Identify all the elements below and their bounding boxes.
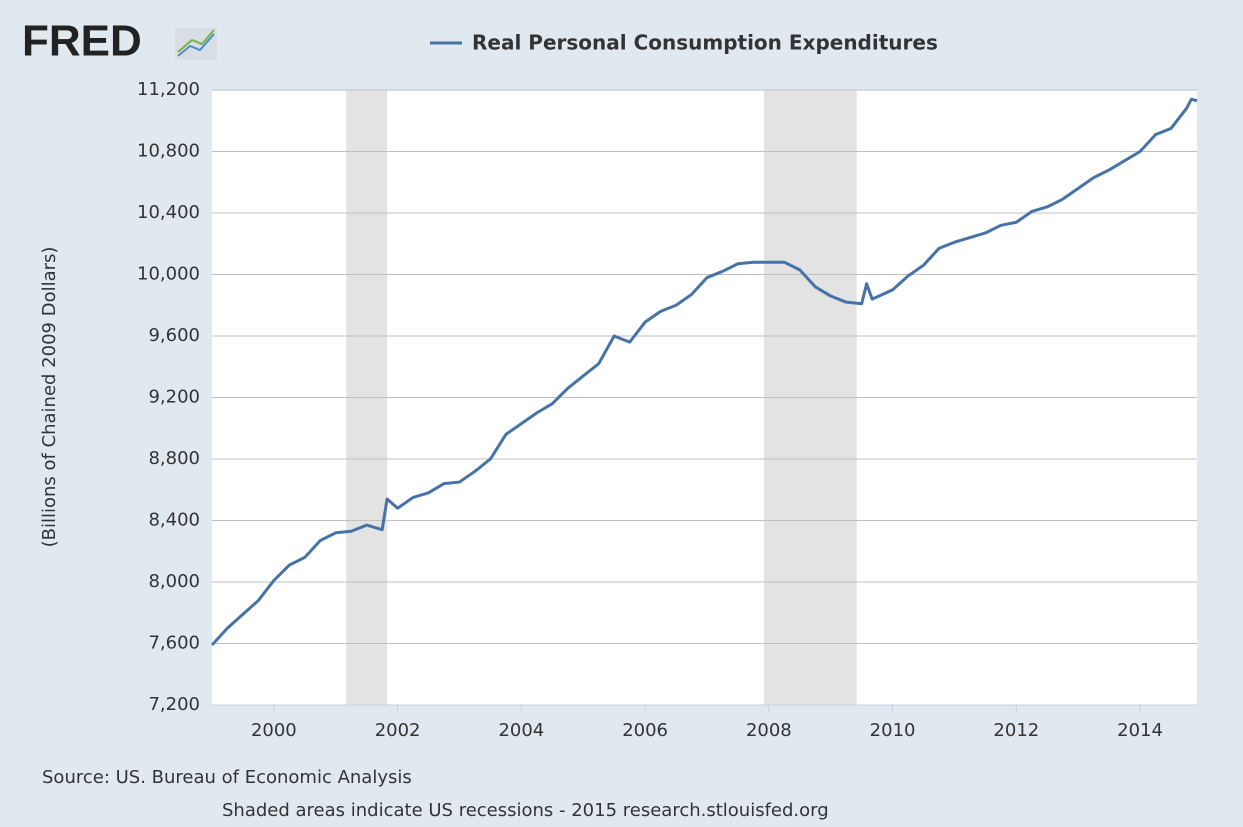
logo-icon — [175, 28, 217, 60]
y-tick-label: 10,000 — [137, 264, 200, 285]
y-axis-label: (Billions of Chained 2009 Dollars) — [39, 247, 60, 548]
x-tick-label: 2004 — [498, 720, 544, 741]
x-tick-label: 2014 — [1117, 720, 1163, 741]
x-tick-label: 2000 — [251, 720, 297, 741]
x-tick-label: 2010 — [870, 720, 916, 741]
y-tick-label: 8,400 — [148, 510, 200, 531]
y-tick-label: 9,200 — [148, 387, 200, 408]
y-tick-label: 10,800 — [137, 141, 200, 162]
x-tick-label: 2012 — [993, 720, 1039, 741]
y-tick-label: 7,200 — [148, 694, 200, 715]
y-tick-label: 8,000 — [148, 571, 200, 592]
y-tick-label: 8,800 — [148, 448, 200, 469]
x-tick-label: 2002 — [375, 720, 421, 741]
x-tick-label: 2006 — [622, 720, 668, 741]
legend-label: Real Personal Consumption Expenditures — [472, 31, 938, 55]
note: Shaded areas indicate US recessions - 20… — [222, 800, 829, 821]
source: Source: US. Bureau of Economic Analysis — [42, 767, 412, 788]
y-tick-label: 7,600 — [148, 633, 200, 654]
x-tick-label: 2008 — [746, 720, 792, 741]
y-tick-label: 9,600 — [148, 325, 200, 346]
y-tick-label: 10,400 — [137, 202, 200, 223]
logo: FRED — [22, 17, 142, 66]
y-tick-label: 11,200 — [137, 79, 200, 100]
line-series — [210, 97, 1198, 647]
